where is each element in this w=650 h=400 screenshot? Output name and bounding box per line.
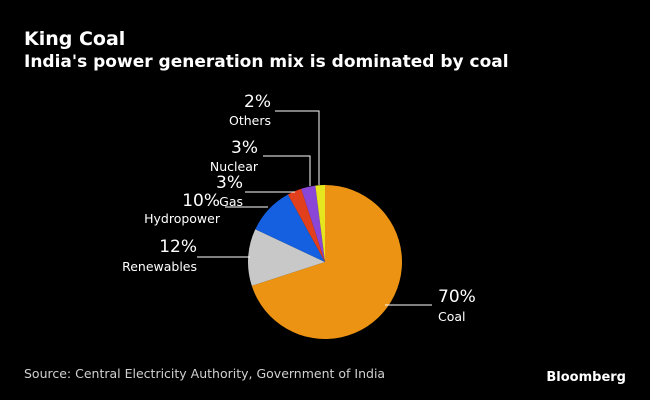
bloomberg-logo: Bloomberg (546, 370, 626, 385)
slice-label-gas: Gas (219, 194, 243, 209)
slice-value-coal: 70% (438, 287, 476, 307)
slice-label-hydropower: Hydropower (144, 211, 221, 226)
pie-slice-nuclear (301, 185, 325, 262)
slice-value-renewables: 12% (159, 237, 197, 257)
slice-labels: 70%Coal12%Renewables10%Hydropower3%Gas3%… (122, 92, 476, 324)
slice-value-nuclear: 3% (231, 138, 258, 158)
chart-subtitle: India's power generation mix is dominate… (24, 52, 509, 72)
pie-slice-coal (251, 185, 402, 339)
pie-slices (248, 185, 402, 339)
slice-value-hydropower: 10% (182, 191, 220, 211)
leader-line-nuclear (263, 155, 311, 186)
slice-value-others: 2% (244, 92, 271, 112)
leader-lines (197, 110, 432, 306)
slice-label-renewables: Renewables (122, 259, 197, 274)
pie-slice-renewables (248, 229, 325, 286)
pie-slice-hydropower (255, 194, 325, 262)
pie-slice-gas (287, 188, 325, 262)
slice-label-coal: Coal (438, 309, 466, 324)
leader-line-others (275, 110, 320, 185)
chart-title: King Coal (24, 28, 126, 50)
pie-slice-others (315, 185, 325, 262)
source-note: Source: Central Electricity Authority, G… (24, 366, 386, 381)
slice-label-nuclear: Nuclear (210, 159, 259, 174)
slice-label-others: Others (229, 113, 271, 128)
slice-value-gas: 3% (216, 173, 243, 193)
